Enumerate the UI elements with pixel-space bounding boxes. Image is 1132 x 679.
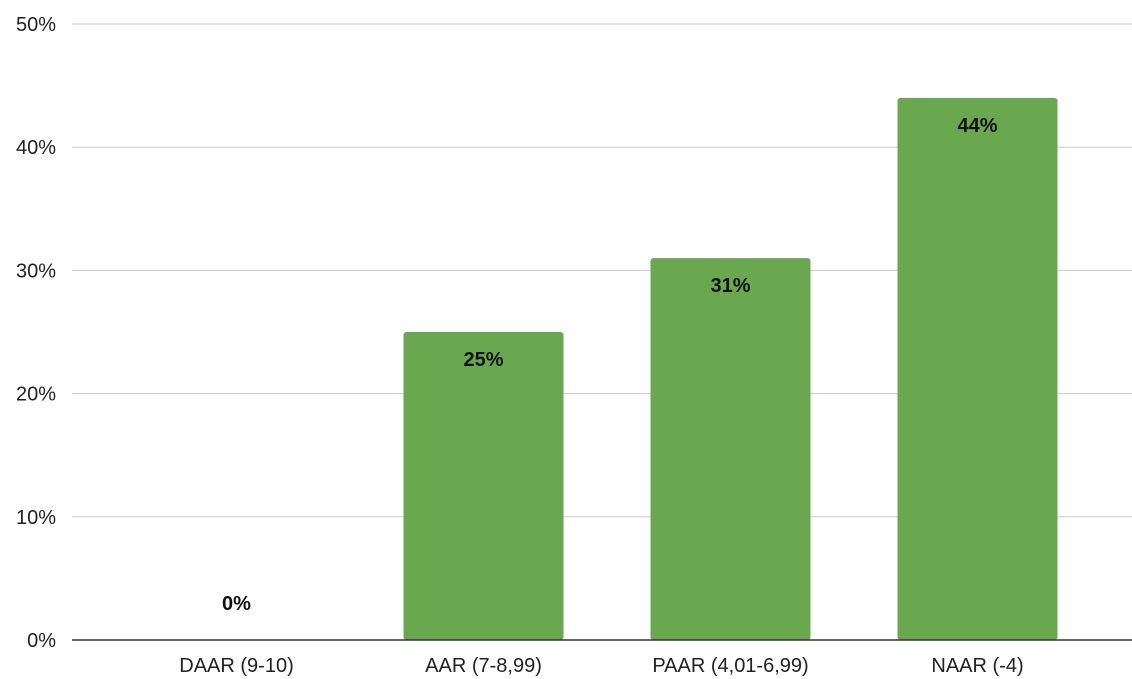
bar: [897, 97, 1058, 641]
bar-data-label: 31%: [710, 275, 750, 297]
x-category-label: AAR (7-8,99): [425, 655, 542, 677]
y-tick-label: 30%: [16, 260, 56, 282]
y-tick-label: 40%: [16, 137, 56, 159]
x-axis-category-labels: DAAR (9-10) AAR (7-8,99) PAAR (4,01-6,99) N…: [179, 655, 1023, 677]
bars: [403, 97, 1058, 641]
bar: [650, 258, 811, 640]
bar: [403, 332, 564, 640]
y-tick-label: 20%: [16, 384, 56, 406]
data-labels: 0% 25% 31% 44%: [222, 115, 998, 615]
y-axis-tick-labels: 0% 10% 20% 30% 40% 50%: [16, 14, 56, 652]
y-tick-label: 10%: [16, 507, 56, 529]
bar-data-label: 0%: [222, 593, 251, 615]
bar-data-label: 25%: [463, 349, 503, 371]
x-category-label: NAAR (-4): [931, 655, 1023, 677]
bar-data-label: 44%: [957, 115, 997, 137]
y-tick-label: 50%: [16, 14, 56, 36]
y-tick-label: 0%: [27, 630, 56, 652]
x-category-label: PAAR (4,01-6,99): [652, 655, 808, 677]
x-category-label: DAAR (9-10): [179, 655, 293, 677]
